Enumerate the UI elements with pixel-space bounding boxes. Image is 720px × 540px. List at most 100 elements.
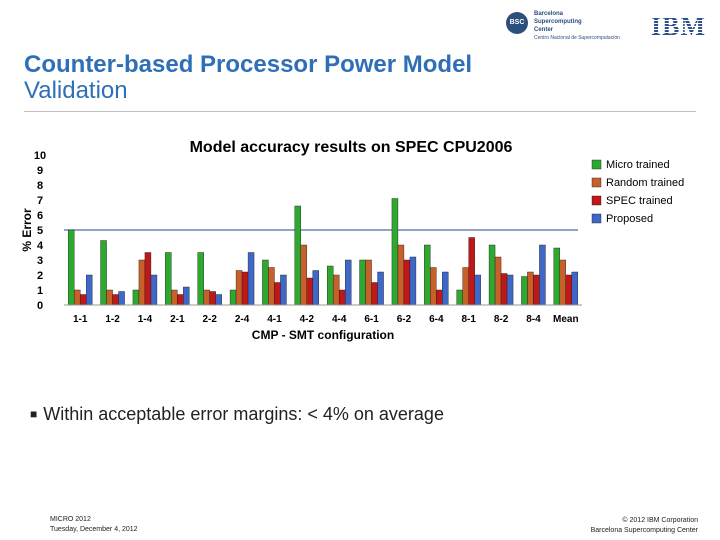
y-tick-label: 9 — [37, 165, 43, 177]
bar — [571, 271, 579, 306]
bar — [377, 271, 384, 306]
bar — [144, 252, 152, 306]
bar — [197, 252, 204, 306]
x-tick-label: 6-1 — [364, 314, 379, 325]
bar — [462, 267, 469, 306]
bar — [274, 282, 281, 306]
bar — [436, 289, 443, 306]
chart-title: Model accuracy results on SPEC CPU2006 — [190, 139, 513, 156]
legend-label: SPEC trained — [606, 195, 673, 207]
bar — [371, 282, 378, 306]
slide-title: Counter-based Processor Power Model Vali… — [24, 52, 472, 104]
bar — [559, 259, 567, 306]
x-tick-label: 8-4 — [526, 314, 541, 325]
x-axis-label: CMP - SMT configuration — [252, 328, 394, 342]
bar — [294, 205, 302, 306]
bar — [527, 271, 534, 306]
bar — [539, 244, 546, 306]
y-tick-label: 2 — [37, 270, 43, 282]
bar — [474, 274, 481, 306]
bar — [300, 244, 308, 306]
bar — [332, 274, 340, 306]
legend-label: Random trained — [606, 177, 684, 189]
x-tick-label: 2-2 — [202, 314, 217, 325]
legend-swatch — [591, 159, 602, 170]
y-tick-label: 1 — [37, 285, 43, 297]
bsc-logo-line: Barcelona — [534, 11, 564, 17]
bar — [280, 274, 287, 306]
y-tick-label: 6 — [37, 210, 43, 222]
x-tick-label: 6-4 — [429, 314, 444, 325]
bar — [468, 237, 475, 306]
y-axis-label: % Error — [20, 208, 34, 252]
bar — [397, 244, 405, 306]
ibm-logo: IBM — [651, 12, 706, 41]
header-logos: BSC Barcelona Supercomputing Center Cent… — [506, 6, 706, 50]
bar — [391, 198, 399, 306]
bar — [106, 289, 113, 306]
legend-label: Micro trained — [606, 159, 670, 171]
bar — [79, 294, 87, 306]
bullet-square-icon: ■ — [30, 407, 38, 421]
bullet-text: Within acceptable error margins: < 4% on… — [43, 404, 444, 424]
bar — [488, 244, 496, 306]
footer-right: © 2012 IBM Corporation Barcelona Superco… — [591, 516, 698, 536]
legend-swatch — [591, 213, 602, 224]
bsc-logo-line: Centro Nacional de Supercomputación — [534, 35, 620, 41]
slide-title-line1: Counter-based Processor Power Model — [24, 51, 473, 78]
bar — [100, 240, 107, 306]
bar — [424, 244, 431, 306]
x-tick-label: Mean — [553, 314, 579, 325]
y-tick-label: 4 — [37, 240, 44, 252]
x-tick-label: 6-2 — [397, 314, 412, 325]
bar — [312, 270, 320, 306]
bar — [338, 289, 346, 306]
bar — [306, 277, 314, 306]
x-tick-label: 4-4 — [332, 314, 347, 325]
bar — [118, 291, 125, 306]
bar — [215, 294, 222, 306]
y-tick-label: 5 — [37, 225, 43, 237]
bar — [359, 259, 366, 306]
x-tick-label: 2-4 — [235, 314, 250, 325]
bar — [171, 289, 178, 306]
x-tick-label: 2-1 — [170, 314, 185, 325]
x-tick-label: 4-2 — [300, 314, 315, 325]
accuracy-chart: Model accuracy results on SPEC CPU2006 0 1… — [20, 139, 684, 342]
footer-left: MICRO 2012 Tuesday, December 4, 2012 — [50, 515, 138, 535]
bar — [262, 259, 269, 306]
bar — [500, 273, 508, 306]
bsc-logo-line: Supercomputing — [534, 19, 582, 25]
x-tick-label: 4-1 — [267, 314, 282, 325]
bar — [409, 256, 417, 306]
title-divider — [24, 111, 696, 112]
bar — [150, 274, 158, 306]
bar — [456, 289, 463, 306]
bar — [442, 271, 449, 306]
legend-swatch — [591, 177, 602, 188]
bar — [521, 276, 528, 306]
x-tick-label: 1-4 — [138, 314, 153, 325]
legend-swatch — [591, 195, 602, 206]
bar — [553, 247, 561, 306]
bar — [67, 229, 75, 306]
bar — [209, 291, 216, 306]
y-tick-label: 3 — [37, 255, 43, 267]
footer-center: Barcelona Supercomputing Center — [590, 527, 698, 534]
bar — [177, 294, 184, 306]
bar — [165, 252, 172, 306]
bar — [247, 252, 255, 306]
footer-event: MICRO 2012 — [50, 516, 91, 523]
bsc-logo-line: Center — [534, 27, 554, 33]
bar — [494, 256, 502, 306]
slide-title-line2: Validation — [24, 77, 128, 104]
bar — [326, 265, 334, 306]
bsc-logo-text: Barcelona Supercomputing Center Centro N… — [534, 10, 620, 42]
bar — [430, 267, 437, 306]
bar — [403, 259, 411, 306]
bar — [203, 289, 210, 306]
bar — [533, 274, 540, 306]
y-tick-label: 0 — [37, 300, 43, 312]
bar — [112, 294, 119, 306]
y-tick-label: 7 — [37, 195, 43, 207]
